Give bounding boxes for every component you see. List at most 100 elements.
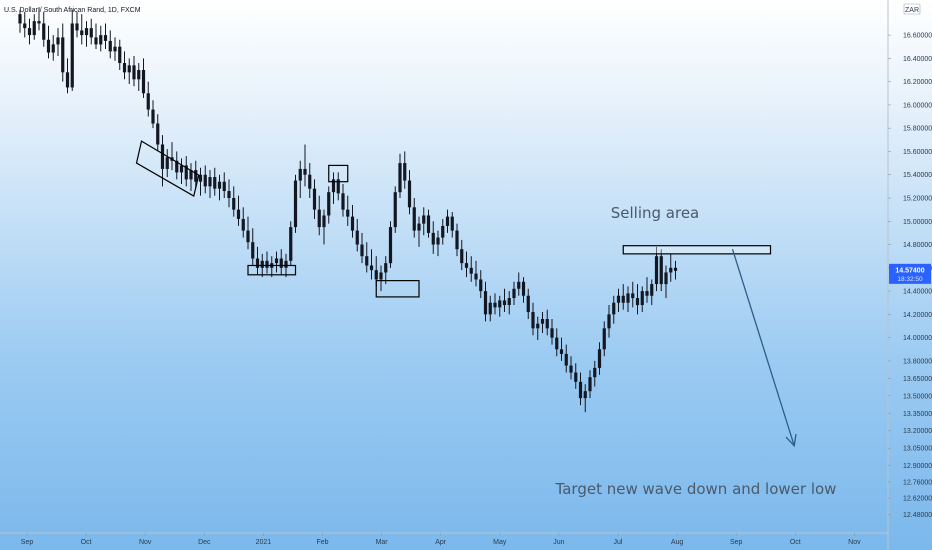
candle-body: [583, 391, 587, 399]
candle: [156, 114, 160, 152]
candle: [46, 25, 51, 59]
time-tick-label: Sep: [730, 539, 743, 546]
candle: [255, 246, 260, 275]
candle-body: [18, 14, 22, 24]
candle: [279, 249, 283, 275]
candle: [384, 256, 388, 285]
candle: [32, 14, 36, 40]
candle-body: [669, 267, 673, 273]
last-price-badge: 14.57400 18:32:50: [889, 263, 931, 284]
candle-body: [578, 381, 583, 399]
candle: [431, 221, 435, 254]
candle-body: [493, 302, 497, 308]
time-axis[interactable]: Sep Oct Nov Dec 2021 Feb Mar Apr May Jun Jul Aug Sep…: [21, 533, 861, 546]
candle-body: [388, 227, 393, 264]
countdown-value: 18:32:50: [897, 276, 923, 283]
candle: [517, 272, 521, 296]
candle-body: [336, 179, 340, 194]
candle-body: [194, 170, 198, 182]
candle: [593, 360, 597, 387]
candle-body: [645, 291, 649, 296]
candle: [507, 291, 511, 315]
candle-body: [673, 267, 678, 271]
candle-body: [365, 256, 369, 266]
candle-body: [303, 168, 307, 175]
candle-body: [46, 39, 51, 53]
candle: [493, 293, 497, 315]
candle: [436, 230, 440, 257]
candle: [289, 221, 293, 266]
candle-body: [255, 258, 260, 268]
price-tick-label: 15.80000: [903, 126, 932, 133]
candle: [412, 198, 416, 238]
candle: [75, 11, 79, 38]
time-tick-label: Mar: [376, 539, 389, 546]
candle-body: [498, 300, 502, 308]
candle-body: [621, 295, 625, 303]
candle: [298, 160, 302, 198]
candle: [498, 295, 502, 317]
candle-body: [160, 144, 165, 169]
target-arrow: [731, 249, 797, 448]
candle-body: [536, 323, 540, 329]
candle: [274, 251, 279, 273]
candle: [42, 11, 46, 47]
candle: [23, 11, 27, 38]
time-tick-label: Dec: [198, 539, 211, 546]
candle-body: [531, 312, 535, 329]
candle-body: [265, 260, 269, 268]
candle: [464, 251, 469, 278]
currency-badge-label: ZAR: [905, 7, 919, 14]
candle-body: [474, 273, 478, 280]
candle: [103, 23, 108, 50]
candle: [526, 288, 530, 320]
candle: [578, 372, 583, 406]
candle: [222, 172, 226, 198]
candle: [365, 242, 369, 273]
candle-body: [422, 215, 426, 224]
candle-body: [274, 258, 279, 264]
candle-body: [236, 209, 241, 219]
candle: [607, 305, 611, 338]
candle: [151, 100, 155, 129]
price-tick-label: 12.76000: [903, 479, 932, 486]
candles-layer: [18, 7, 678, 413]
candle-body: [654, 256, 659, 285]
candle: [474, 260, 478, 287]
candle-body: [156, 123, 160, 145]
price-zone-box: [328, 164, 349, 183]
candle: [521, 277, 526, 303]
candle-body: [512, 288, 516, 299]
candle: [488, 295, 492, 322]
candle: [165, 149, 169, 178]
selling-area-label: Selling area: [611, 204, 700, 222]
candle: [317, 195, 321, 236]
candle-body: [251, 242, 255, 259]
candle: [398, 153, 402, 198]
price-tick-label: 12.48000: [903, 512, 932, 519]
candle-body: [436, 237, 440, 245]
candle-body: [99, 35, 103, 45]
price-tick-label: 12.90000: [903, 463, 932, 470]
candle-body: [51, 44, 55, 53]
candle-body: [521, 281, 526, 296]
candle-body: [369, 265, 374, 271]
candle-body: [460, 249, 464, 264]
candle-body: [227, 191, 231, 198]
time-tick-label: Oct: [790, 539, 801, 546]
candle: [664, 265, 668, 299]
candle: [588, 370, 592, 399]
candle: [341, 184, 345, 217]
candle: [350, 204, 355, 238]
candle-body: [588, 377, 592, 392]
candle-body: [179, 165, 184, 173]
candle-body: [341, 193, 345, 210]
candle-body: [545, 319, 549, 329]
price-zone-box: [375, 280, 420, 298]
candle: [583, 384, 587, 413]
candle: [502, 288, 507, 313]
candle-body: [393, 192, 397, 228]
candle-body: [517, 281, 521, 289]
candle: [241, 207, 245, 238]
